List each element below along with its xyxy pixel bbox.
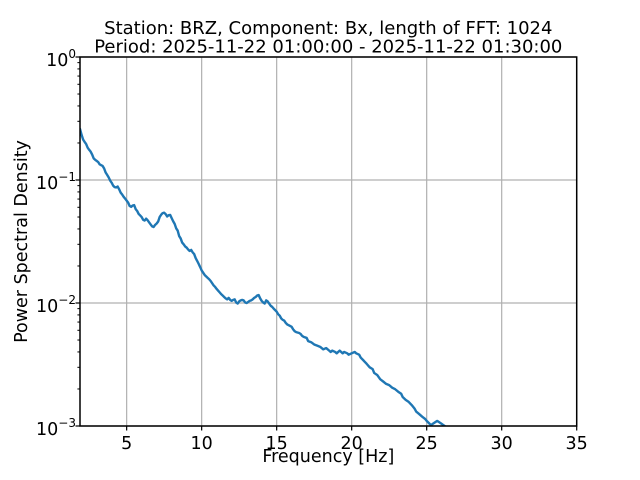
x-tick-label: 30 [491,434,513,454]
x-tick-label: 15 [266,434,288,454]
grid-layer [80,56,578,427]
psd-curve [80,127,446,426]
y-tick-label: 100 [46,47,76,71]
tick-label-layer: 5 10 15 20 25 30 35 100 10−1 10−2 10−3 [36,47,588,454]
x-tick-label: 20 [341,434,363,454]
x-tick-label: 25 [416,434,438,454]
y-axis-label: Power Spectral Density [12,140,32,343]
x-tick-label: 10 [191,434,213,454]
x-axis-label: Frequency [Hz] [262,447,394,467]
x-tick-label: 5 [121,434,132,454]
y-tick-label: 10−2 [36,293,76,317]
series-layer [80,127,446,426]
y-tick-label: 10−1 [36,170,76,194]
chart-title-line-2: Period: 2025-11-22 01:00:00 - 2025-11-22… [94,37,562,58]
x-tick-label: 35 [566,434,588,454]
chart-title-line-1: Station: BRZ, Component: Bx, length of F… [104,18,552,39]
plot-border [79,56,578,427]
y-tick-label: 10−3 [36,416,76,440]
tick-layer [75,56,578,431]
